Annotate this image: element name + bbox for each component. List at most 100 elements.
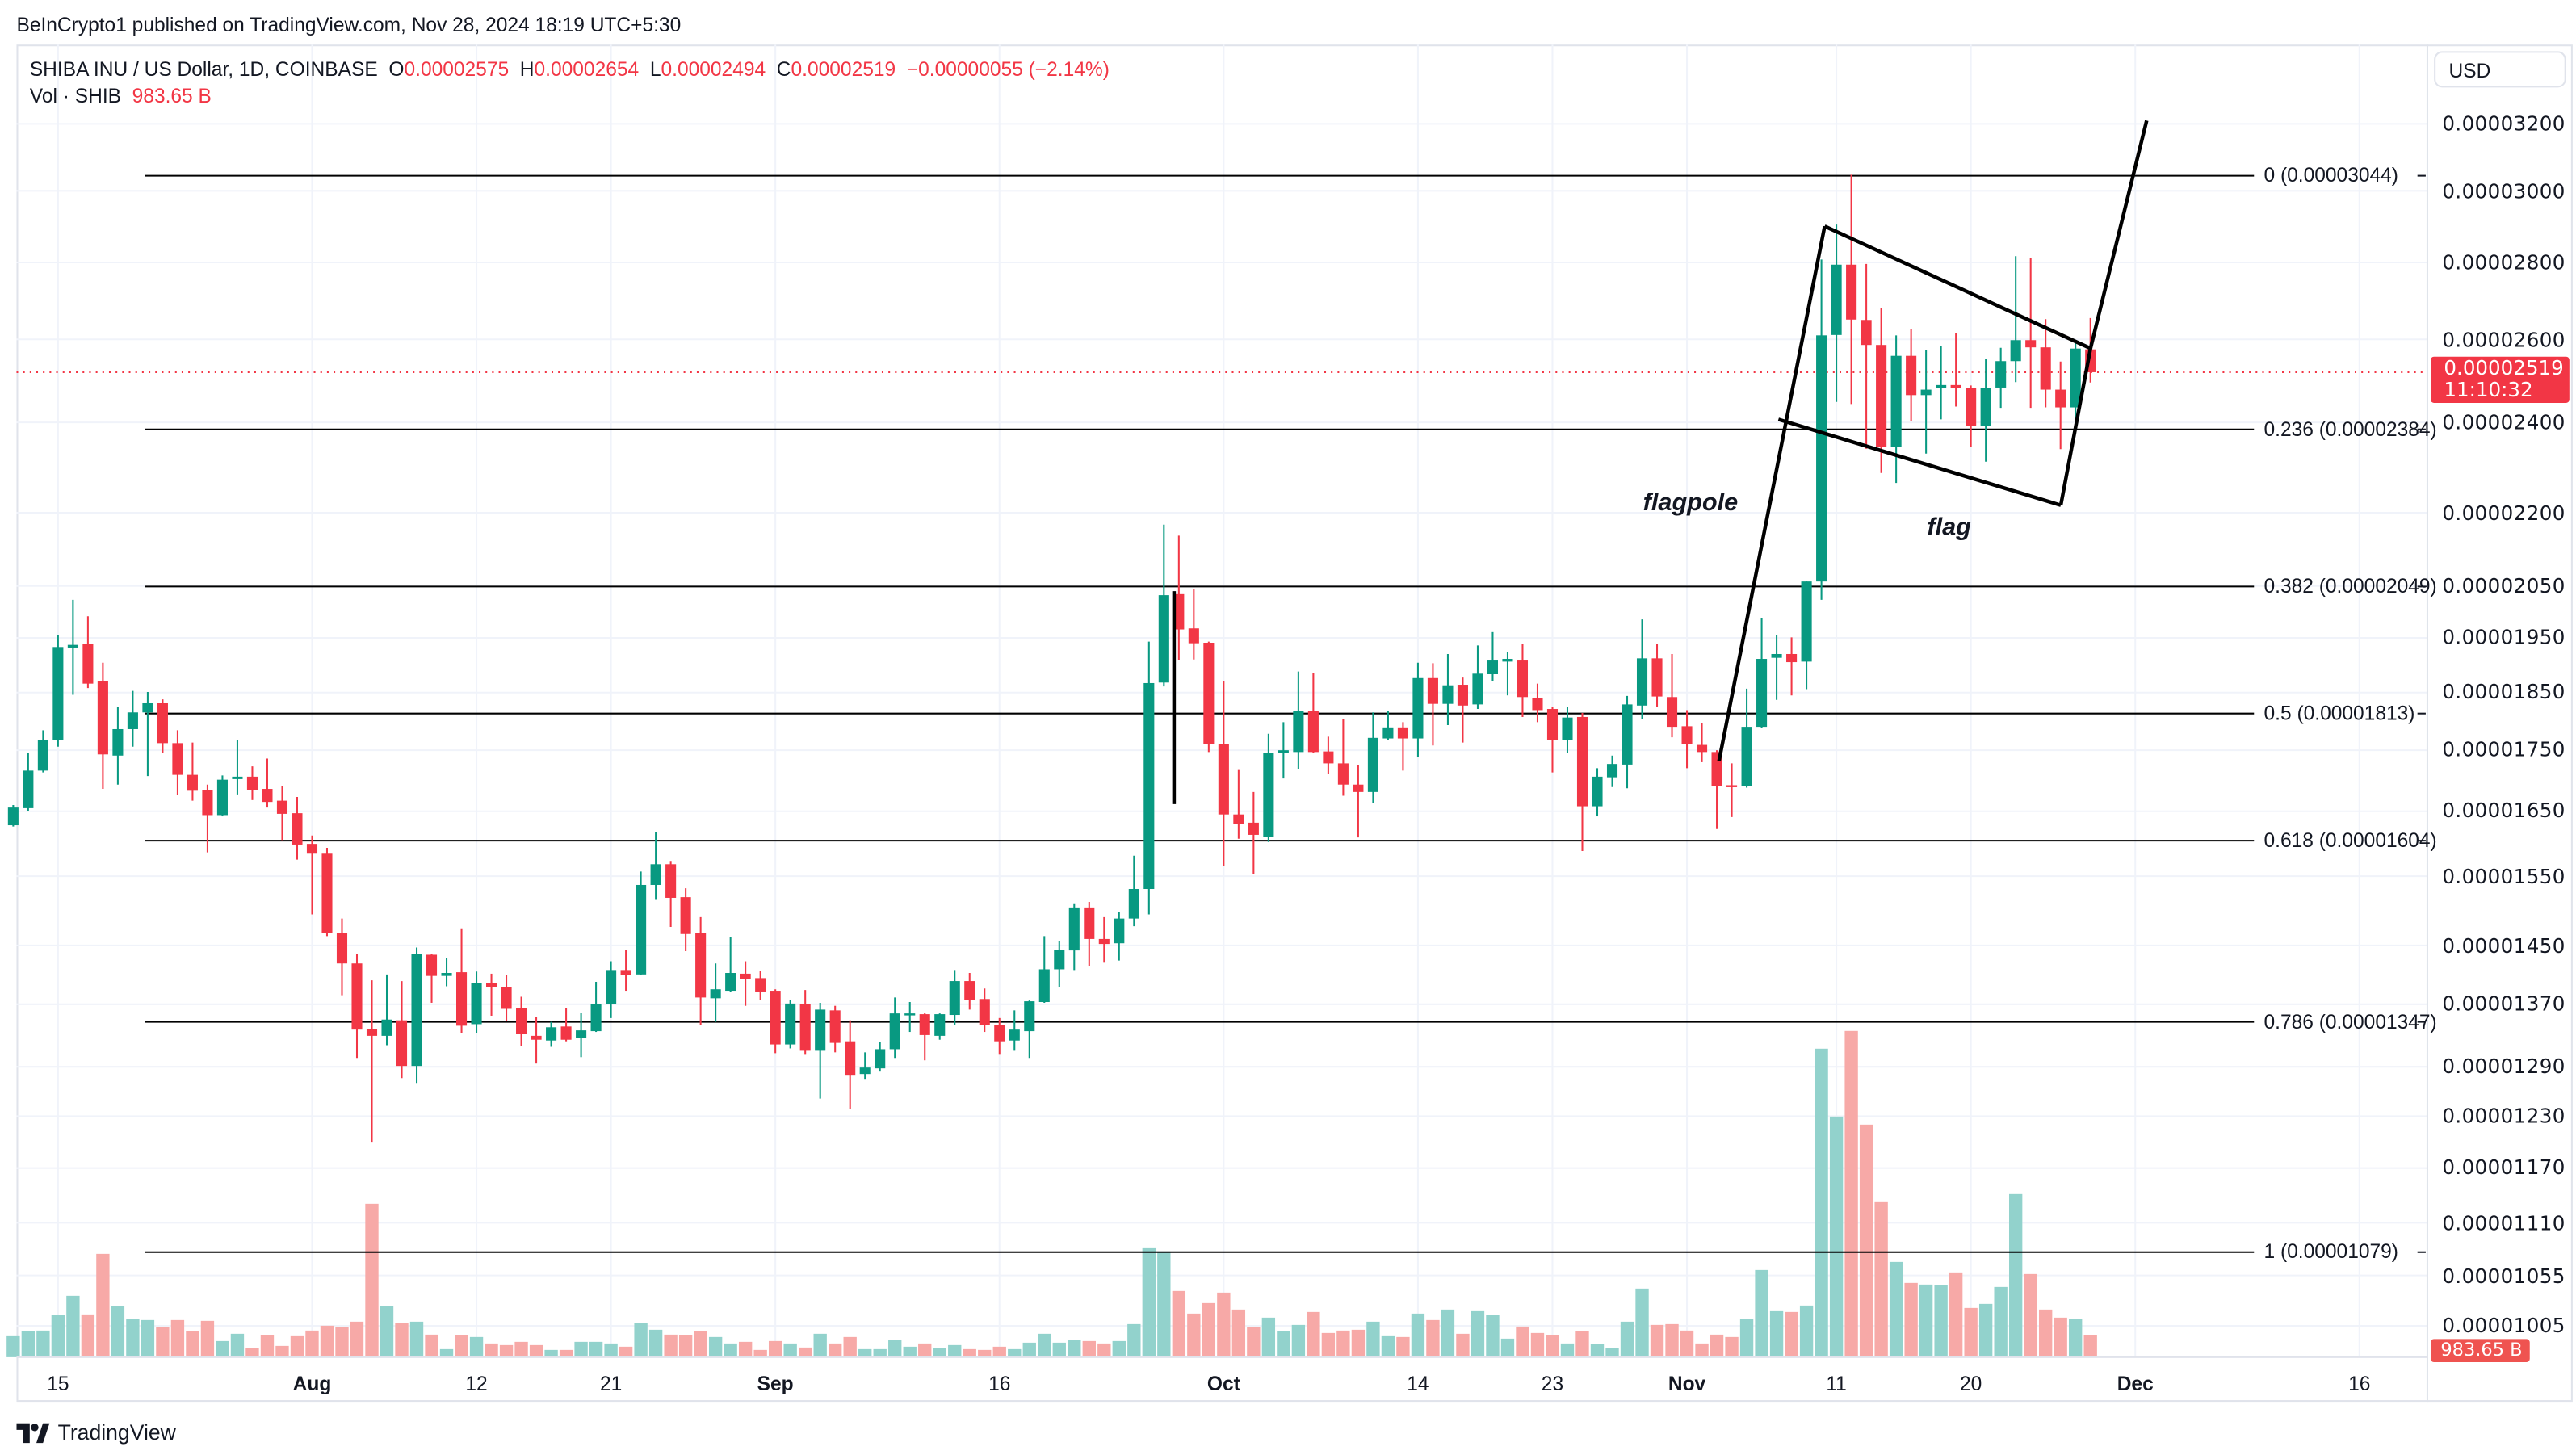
tradingview-logo-icon — [16, 1422, 50, 1443]
candle-body — [994, 1025, 1005, 1042]
volume-bar — [708, 1336, 723, 1357]
volume-bar — [1157, 1251, 1171, 1357]
date-tick-label: 11 — [1826, 1372, 1847, 1395]
low-label: L — [649, 57, 661, 82]
candle-body — [1248, 822, 1259, 835]
drawings — [1172, 120, 2149, 804]
volume-bar — [1068, 1340, 1081, 1357]
candle-body — [1726, 785, 1738, 787]
volume-bar — [1546, 1335, 1559, 1357]
volume-bar — [559, 1349, 573, 1357]
volume-bar — [648, 1329, 663, 1357]
candle-body — [1786, 653, 1798, 663]
candle-body — [1009, 1029, 1020, 1041]
volume-bar — [888, 1340, 902, 1357]
projected-breakout-line — [2058, 120, 2149, 506]
candle-body — [1367, 737, 1378, 792]
grid-lines — [16, 44, 2427, 1357]
fib-level-label: 0.786 (0.00001347) — [2263, 1010, 2437, 1034]
candle-body — [1636, 658, 1648, 706]
tradingview-logo[interactable]: TradingView — [16, 1420, 176, 1445]
candle-body — [1427, 677, 1438, 704]
candle-body — [1472, 673, 1483, 705]
price-tick-label: 0.00001850 — [2442, 681, 2566, 705]
volume-bar — [1261, 1317, 1276, 1357]
volume-label[interactable]: Vol · SHIB — [29, 84, 122, 107]
volume-bar — [1441, 1309, 1455, 1357]
candle-body — [1890, 355, 1902, 447]
last-price-value: 0.00002519 — [2444, 357, 2564, 381]
volume-bar — [1396, 1336, 1410, 1357]
date-tick-label: Aug — [292, 1372, 332, 1395]
volume-bar — [320, 1325, 334, 1357]
date-tick-label: 12 — [465, 1372, 488, 1395]
candle-body — [1173, 593, 1185, 630]
candle-body — [232, 776, 243, 779]
volume-bar — [1307, 1311, 1320, 1357]
volume-bar — [380, 1306, 394, 1357]
price-tick-label: 0.00001005 — [2442, 1314, 2566, 1338]
candle-body — [845, 1041, 856, 1076]
candle-body — [1622, 704, 1633, 765]
volume-bar — [1725, 1336, 1739, 1357]
volume-bar — [111, 1306, 125, 1357]
volume-bar — [6, 1335, 20, 1357]
candle-body — [904, 1013, 916, 1016]
volume-bar — [544, 1349, 558, 1357]
candle-body — [1412, 677, 1424, 739]
volume-bar — [799, 1347, 812, 1357]
currency-button[interactable]: USD — [2434, 51, 2566, 88]
bar-countdown: 11:10:32 — [2444, 379, 2533, 402]
candle-body — [516, 1008, 527, 1034]
volume-bar — [1665, 1323, 1679, 1357]
candle-body — [650, 864, 661, 885]
candle-body — [546, 1027, 557, 1041]
price-tick-label: 0.00001290 — [2442, 1055, 2566, 1079]
fib-level-label: 0.382 (0.00002049) — [2263, 575, 2437, 598]
candle-body — [1337, 763, 1349, 785]
volume-badge: 983.65 B — [2431, 1339, 2530, 1363]
date-tick-label: Nov — [1668, 1372, 1706, 1395]
volume-bar — [678, 1335, 693, 1357]
date-tick-label: Dec — [2117, 1372, 2154, 1395]
candle-body — [1801, 581, 1812, 662]
candle-body — [1024, 1001, 1035, 1032]
candle-body — [455, 972, 468, 1026]
volume-bar — [1829, 1116, 1844, 1357]
candle-body — [770, 991, 781, 1045]
volume-bar — [1231, 1309, 1246, 1357]
volume-bar — [395, 1323, 409, 1357]
flag-annotation: flag — [1927, 513, 1971, 542]
price-tick-label: 0.00001950 — [2442, 626, 2566, 650]
volume-bar — [156, 1327, 170, 1357]
candle-body — [815, 1009, 826, 1051]
candle-body — [590, 1004, 602, 1032]
volume-bar — [200, 1320, 215, 1357]
volume-legend: Vol · SHIB 983.65 B — [30, 84, 212, 107]
volume-bar — [1426, 1319, 1440, 1357]
volume-bar — [1620, 1321, 1634, 1357]
volume-bar — [1336, 1330, 1350, 1357]
date-tick-label: Oct — [1206, 1372, 1240, 1395]
volume-bar — [992, 1346, 1006, 1357]
date-tick-label: 20 — [1959, 1372, 1982, 1395]
volume-bar — [963, 1348, 976, 1357]
volume-bar — [1112, 1340, 1126, 1357]
chart-frame — [16, 44, 2573, 1403]
volume-bar — [1127, 1323, 1141, 1357]
candle-body — [1966, 388, 1977, 426]
volume-bar — [275, 1345, 289, 1357]
candle-body — [606, 970, 617, 1004]
date-tick-label: 21 — [599, 1372, 623, 1395]
symbol-title[interactable]: SHIBA INU / US Dollar, 1D, COINBASE — [29, 57, 378, 82]
date-tick-label: 16 — [988, 1372, 1011, 1395]
volume-bar — [664, 1334, 678, 1357]
volume-bar — [66, 1295, 80, 1357]
candle-body — [710, 989, 721, 999]
volume-bar — [126, 1319, 140, 1357]
volume-bar — [1605, 1348, 1619, 1357]
volume-bar — [873, 1348, 887, 1357]
volume-bar — [1949, 1272, 1963, 1357]
